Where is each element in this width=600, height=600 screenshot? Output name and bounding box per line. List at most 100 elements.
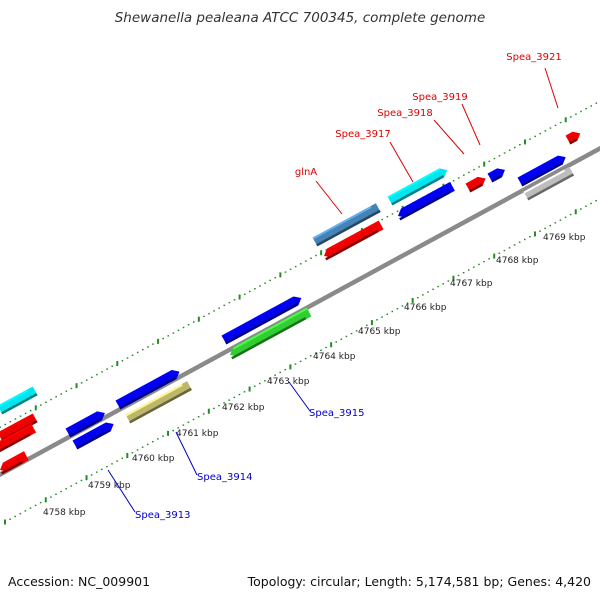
kbp-label: 4767 kbp — [450, 279, 493, 289]
kbp-label: 4760 kbp — [132, 454, 175, 464]
gene-label: glnA — [295, 167, 317, 178]
gene-body — [65, 411, 105, 438]
gene-feature — [0, 386, 38, 415]
gene-shadow — [569, 138, 578, 145]
gene-body — [0, 451, 29, 472]
gene-feature — [517, 155, 566, 187]
gene-shadow — [527, 173, 575, 201]
gene-feature — [125, 381, 192, 424]
gene-body — [523, 166, 575, 201]
gene-feature — [0, 423, 37, 458]
gene-highlight — [125, 384, 183, 417]
gene-shadow — [231, 317, 307, 360]
gene-feature — [398, 181, 455, 221]
gene-label: Spea_3917 — [335, 129, 390, 140]
gene-feature — [72, 422, 114, 450]
gene-feature — [230, 307, 312, 360]
gene-shadow — [119, 376, 177, 410]
gene-feature — [0, 451, 29, 475]
callout-line — [389, 141, 414, 183]
gene-body — [398, 181, 455, 218]
gene-highlight — [326, 220, 380, 251]
map-title: Shewanella pealeana ATCC 700345, complet… — [115, 10, 486, 26]
callout-line — [288, 381, 311, 412]
callout-line — [107, 469, 136, 513]
callout-line — [461, 103, 481, 146]
gene-body — [387, 168, 448, 206]
gene-feature — [487, 168, 505, 183]
kbp-label: 4758 kbp — [43, 508, 86, 518]
gene-shadow — [399, 191, 450, 221]
gene-feature — [312, 203, 381, 247]
gene-feature — [221, 296, 302, 345]
gene-callout: Spea_3913 — [107, 469, 190, 521]
gene-shadow — [521, 162, 563, 187]
gene-callout: Spea_3919 — [412, 92, 481, 146]
gene-label: Spea_3919 — [412, 92, 467, 103]
gene-body — [0, 423, 37, 455]
gene-callout: Spea_3918 — [377, 108, 465, 155]
gene-body — [115, 370, 180, 410]
gene-callout: Spea_3921 — [506, 52, 562, 109]
gene-highlight — [523, 169, 565, 194]
gene-body — [221, 296, 302, 345]
accession-text: Accession: NC_009901 — [8, 574, 150, 589]
gene-shadow — [391, 175, 445, 206]
gene-label: Spea_3918 — [377, 108, 432, 119]
kbp-label: 4766 kbp — [404, 303, 447, 313]
gene-highlight — [232, 307, 308, 350]
kbp-label: 4765 kbp — [358, 327, 401, 337]
gene-label-callouts: Spea_3921 Spea_3919 Spea_3918 Spea_3917 glnA… — [107, 52, 562, 521]
gene-feature — [324, 220, 384, 261]
kbp-label: 4759 kbp — [88, 481, 131, 491]
kbp-label: 4769 kbp — [543, 233, 586, 243]
genome-summary-text: Topology: circular; Length: 5,174,581 bp… — [247, 574, 591, 589]
tick-rows — [0, 102, 598, 525]
gene-highlight — [0, 389, 29, 408]
gene-body — [517, 155, 566, 187]
gene-highlight — [72, 422, 107, 443]
gene-body — [312, 203, 381, 247]
gene-shadow — [225, 303, 299, 345]
gene-body — [465, 176, 486, 193]
callout-line — [544, 67, 559, 109]
gene-highlight — [0, 416, 29, 435]
gene-highlight — [517, 155, 559, 180]
gene-shadow — [325, 230, 379, 261]
gene-shadow — [316, 209, 381, 247]
gene-highlight — [400, 181, 452, 211]
gene-body — [72, 422, 114, 450]
gene-highlight — [2, 451, 25, 465]
callout-line — [315, 180, 343, 215]
gene-callout: Spea_3915 — [288, 381, 364, 419]
kbp-label: 4762 kbp — [222, 403, 265, 413]
gene-label: Spea_3913 — [135, 510, 190, 521]
gene-highlight — [387, 168, 441, 199]
gene-feature — [65, 411, 105, 438]
gene-features — [0, 131, 581, 475]
gene-shadow — [1, 460, 24, 475]
gene-shadow — [469, 183, 483, 193]
kbp-label: 4761 kbp — [176, 429, 219, 439]
gene-shadow — [69, 418, 103, 438]
gene-highlight — [565, 131, 574, 138]
kbp-labels: 4758 kbp 4759 kbp 4760 kbp 4761 kbp 4762 kbp… — [43, 233, 586, 518]
gene-highlight — [115, 370, 173, 403]
gene-feature — [565, 131, 581, 145]
kbp-label: 4768 kbp — [496, 256, 539, 266]
gene-feature — [465, 176, 486, 193]
gene-body — [324, 220, 384, 258]
gene-feature — [387, 168, 448, 206]
gene-label: Spea_3921 — [506, 52, 561, 63]
gene-highlight — [65, 411, 99, 431]
gene-body — [0, 413, 38, 442]
gene-shadow — [0, 433, 31, 458]
gene-body — [0, 386, 38, 415]
gene-shadow — [491, 174, 503, 183]
gene-callout: Spea_3917 — [335, 129, 414, 183]
gene-callout: glnA — [295, 167, 343, 215]
callout-line — [175, 431, 198, 476]
gene-callout: Spea_3914 — [175, 431, 252, 483]
gene-highlight — [0, 423, 33, 448]
